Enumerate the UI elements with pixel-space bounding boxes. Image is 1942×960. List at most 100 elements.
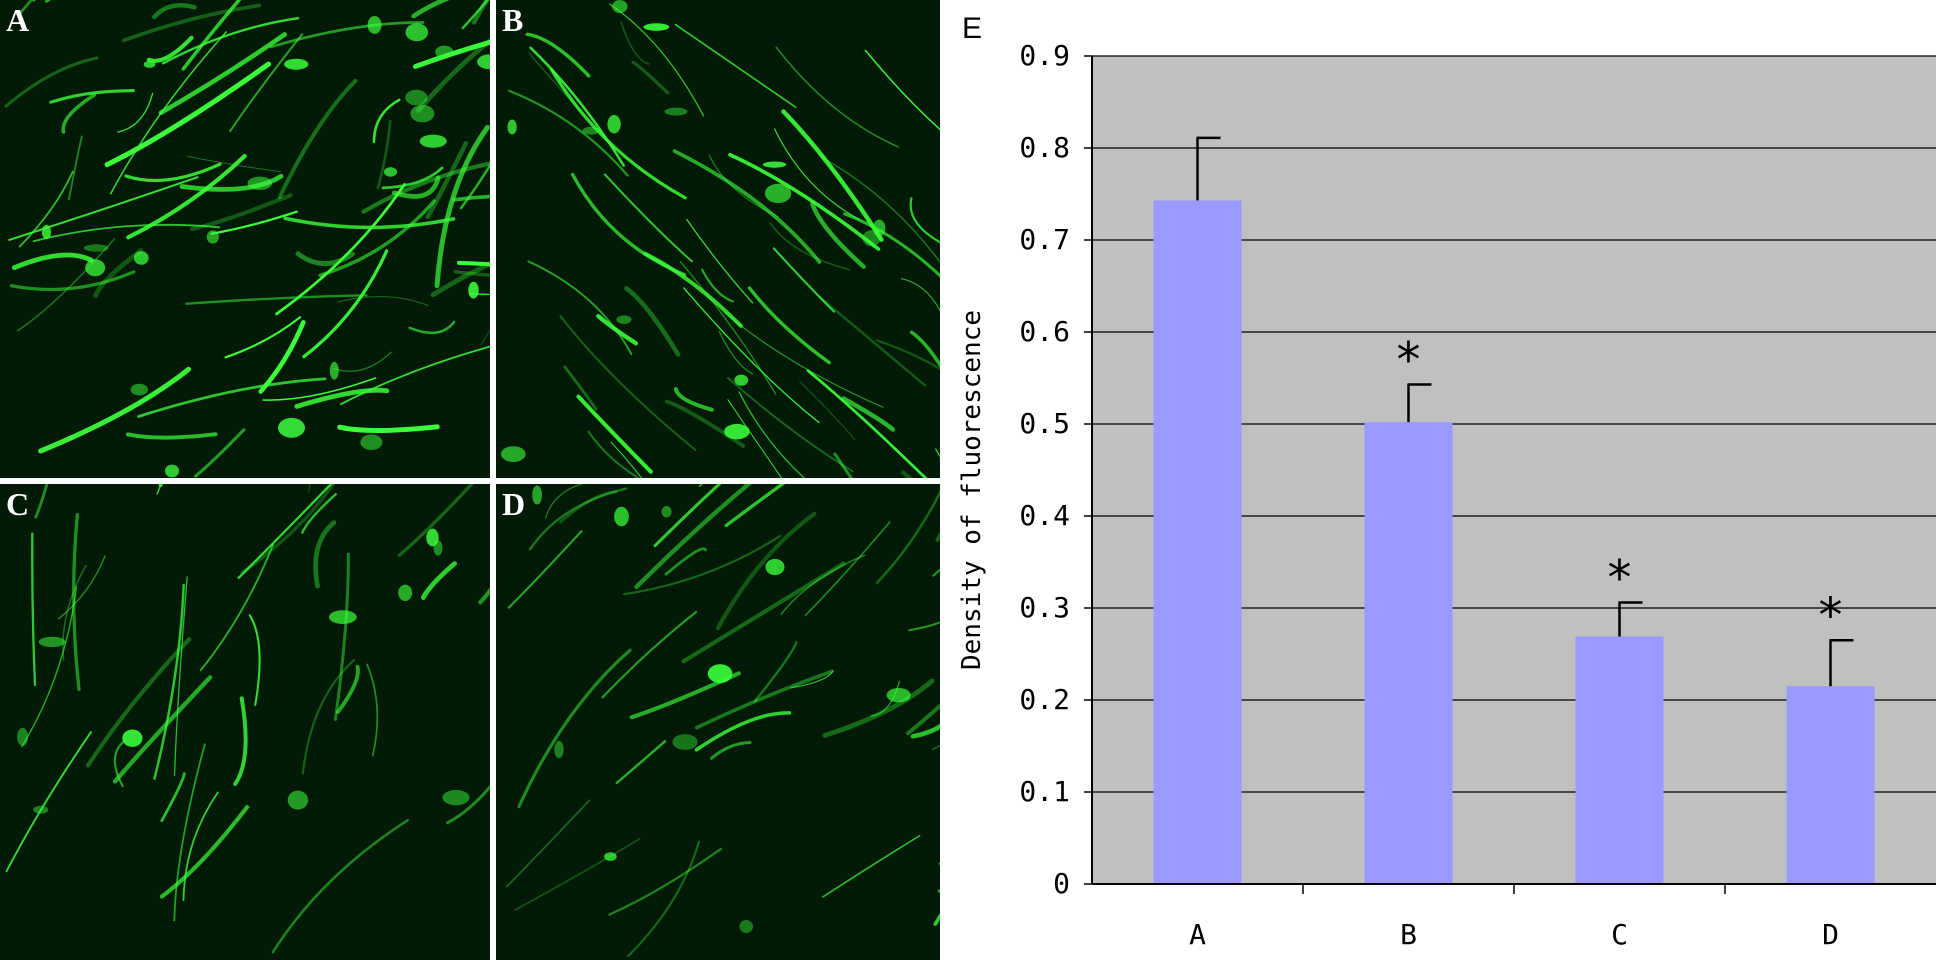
fiber (843, 212, 940, 278)
fiber (459, 163, 490, 210)
cell-body (435, 45, 454, 59)
fiber (653, 484, 722, 548)
fiber (601, 610, 698, 699)
significance-star-C: * (1605, 550, 1634, 606)
fiber (158, 484, 163, 487)
fiber (608, 847, 722, 916)
fiber (643, 251, 743, 328)
cell-body (247, 176, 273, 190)
cell-body (33, 805, 49, 814)
fiber (173, 743, 206, 922)
fiber (507, 530, 583, 609)
fiber (58, 555, 106, 620)
fiber (49, 89, 135, 104)
fiber (313, 520, 337, 589)
fiber (34, 484, 49, 519)
bar-C (1575, 636, 1664, 884)
fiber (68, 135, 83, 201)
cell-body (582, 126, 600, 135)
fiber (545, 484, 584, 519)
cell-body (38, 636, 66, 648)
y-tick-label-4: 0.4 (1019, 499, 1070, 532)
fiber (773, 128, 860, 220)
fiber (841, 396, 896, 432)
fiber (262, 377, 377, 401)
cell-body (765, 558, 785, 576)
cell-body (133, 251, 149, 265)
fiber (587, 430, 641, 478)
fiber (727, 399, 783, 478)
fiber (85, 637, 192, 768)
fiber-network (508, 3, 940, 478)
fiber (453, 270, 490, 277)
fiber (935, 448, 940, 458)
micrograph-panel-c: C (0, 484, 490, 960)
fiber (16, 238, 115, 332)
fiber (818, 295, 927, 387)
cell-body (607, 115, 621, 134)
y-tick-label-8: 0.8 (1019, 131, 1070, 164)
fiber (609, 3, 705, 117)
fiber (19, 0, 34, 14)
fiber (622, 534, 782, 596)
cell-body (507, 119, 517, 135)
fiber (61, 93, 97, 134)
bars-group (1153, 200, 1875, 884)
fiber (295, 251, 355, 267)
fiber (158, 32, 288, 115)
fiber (620, 21, 650, 65)
fiber (333, 552, 350, 721)
fiber (446, 784, 490, 825)
fiber (229, 33, 304, 133)
fiber (822, 834, 921, 898)
fiber (603, 173, 693, 263)
fiber (559, 490, 618, 524)
fiber (72, 513, 81, 692)
panel-label-e: E (962, 12, 982, 45)
fiber (790, 670, 834, 689)
fiber (152, 3, 197, 20)
fiber (194, 428, 246, 478)
fiber (181, 0, 242, 71)
fiber (337, 296, 429, 307)
fiber (248, 614, 261, 706)
fiber (505, 799, 591, 888)
fiber (32, 223, 221, 243)
cell-body (672, 734, 698, 750)
fiber (430, 261, 490, 298)
fiber (112, 675, 213, 784)
fiber (258, 320, 306, 394)
x-tick-label-C: C (1611, 918, 1628, 951)
fiber-network (505, 484, 940, 958)
fiber (44, 0, 51, 3)
cell-body (554, 740, 564, 759)
fiber (674, 23, 797, 109)
fiber (559, 315, 697, 451)
fiber (563, 365, 598, 411)
fiber (517, 648, 632, 809)
fiber (146, 35, 194, 63)
panel-label-a: A (6, 2, 30, 38)
x-tick-label-A: A (1189, 918, 1206, 951)
fiber (301, 493, 337, 534)
fiber (126, 432, 218, 440)
cell-body (383, 167, 398, 177)
fluorescence-image-d (505, 484, 940, 958)
fiber (681, 561, 846, 664)
fiber (336, 664, 360, 714)
cell-body (130, 383, 148, 396)
fiber (318, 199, 436, 278)
fiber (420, 561, 457, 600)
cell-body (329, 361, 339, 380)
fiber (182, 791, 219, 901)
fiber (337, 424, 440, 433)
fiber (434, 124, 490, 289)
fiber (900, 278, 940, 312)
fluorescence-image-b (500, 0, 940, 478)
y-tick-label-7: 0.7 (1019, 223, 1070, 256)
cell-body (468, 281, 479, 299)
fiber (4, 56, 99, 108)
fiber (679, 261, 777, 395)
cell-body (83, 244, 109, 252)
fiber (302, 249, 389, 359)
